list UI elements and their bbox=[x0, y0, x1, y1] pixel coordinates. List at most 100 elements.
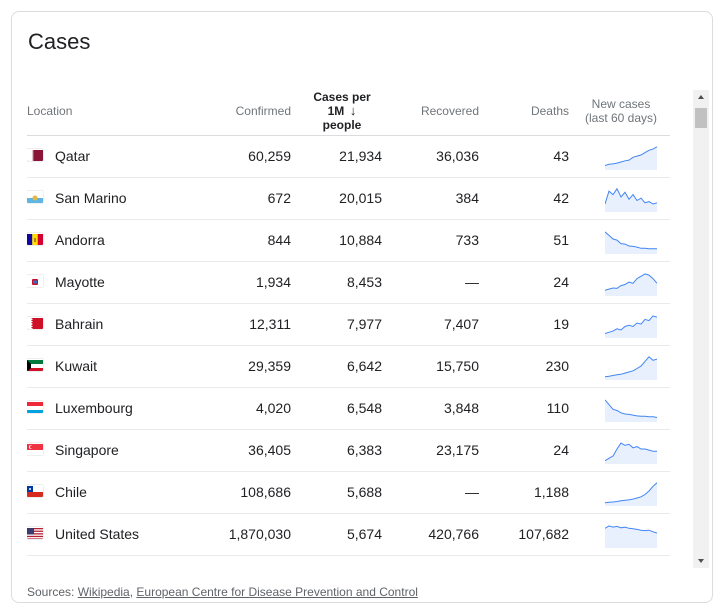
sparkline-area bbox=[605, 188, 657, 212]
deaths-value: 24 bbox=[553, 442, 569, 458]
deaths-value: 51 bbox=[553, 232, 569, 248]
deaths-value: 19 bbox=[553, 316, 569, 332]
san-marino-flag-icon bbox=[27, 191, 43, 203]
confirmed-value: 29,359 bbox=[248, 358, 291, 374]
table-row[interactable]: Singapore 36,405 6,383 23,175 24 bbox=[27, 430, 670, 472]
table-row[interactable]: Luxembourg 4,020 6,548 3,848 110 bbox=[27, 388, 670, 430]
sparkline-line bbox=[605, 442, 657, 462]
sparkline-line bbox=[605, 356, 657, 378]
singapore-flag-icon bbox=[27, 443, 43, 455]
ecdc-link[interactable]: European Centre for Disease Prevention a… bbox=[136, 585, 418, 599]
recovered-value: 384 bbox=[455, 190, 479, 206]
bahrain-flag-icon bbox=[27, 317, 43, 329]
new-cases-sparkline bbox=[605, 525, 657, 548]
luxembourg-flag-icon bbox=[27, 401, 43, 413]
table-row[interactable]: Mayotte 1,934 8,453 — 24 bbox=[27, 262, 670, 304]
new-cases-sparkline bbox=[605, 482, 657, 506]
location-name: Mayotte bbox=[55, 274, 105, 290]
header-deaths[interactable]: Deaths bbox=[530, 104, 569, 118]
header-cases-per-million[interactable]: Cases per 1M ↓ people bbox=[297, 90, 387, 132]
cases-per-million-value: 5,688 bbox=[346, 484, 382, 500]
cases-per-million-value: 10,884 bbox=[339, 232, 382, 248]
confirmed-value: 672 bbox=[267, 190, 291, 206]
sparkline-area bbox=[605, 525, 657, 548]
recovered-value: 15,750 bbox=[436, 358, 479, 374]
table-row[interactable]: Qatar 60,259 21,934 36,036 43 bbox=[27, 136, 670, 178]
location-name: Bahrain bbox=[55, 316, 104, 332]
location-name: Luxembourg bbox=[55, 400, 133, 416]
table-row[interactable]: San Marino 672 20,015 384 42 bbox=[27, 178, 670, 220]
confirmed-value: 4,020 bbox=[255, 400, 291, 416]
table-row[interactable]: Bahrain 12,311 7,977 7,407 19 bbox=[27, 304, 670, 346]
location-name: Qatar bbox=[55, 148, 91, 164]
header-cpm-line3: people bbox=[322, 118, 362, 132]
deaths-value: 1,188 bbox=[533, 484, 569, 500]
header-cpm-line2: 1M bbox=[327, 104, 345, 118]
sparkline-area bbox=[605, 146, 657, 170]
wikipedia-link[interactable]: Wikipedia bbox=[77, 585, 130, 599]
sparkline-area bbox=[605, 315, 657, 338]
header-new-cases[interactable]: New cases (last 60 days) bbox=[581, 97, 661, 125]
table-row[interactable]: Chile 108,686 5,688 — 1,188 bbox=[27, 472, 670, 514]
confirmed-value: 1,934 bbox=[255, 274, 291, 290]
recovered-value: 733 bbox=[455, 232, 479, 248]
sparkline-line bbox=[605, 399, 657, 418]
sparkline-line bbox=[605, 525, 657, 534]
deaths-value: 24 bbox=[553, 274, 569, 290]
location-name: Singapore bbox=[55, 442, 119, 458]
cases-card: Cases Location Confirmed Cases per 1M ↓ … bbox=[11, 11, 713, 603]
cases-per-million-value: 7,977 bbox=[346, 316, 382, 332]
header-cpm-line2-wrap: 1M ↓ bbox=[297, 103, 387, 119]
cases-per-million-value: 8,453 bbox=[346, 274, 382, 290]
header-new-cases-line2: (last 60 days) bbox=[584, 111, 658, 125]
recovered-value: 420,766 bbox=[428, 526, 479, 542]
header-recovered[interactable]: Recovered bbox=[420, 104, 479, 118]
recovered-value: 7,407 bbox=[443, 316, 479, 332]
deaths-value: 110 bbox=[546, 400, 569, 416]
sources-separator: , bbox=[129, 585, 137, 599]
sparkline-line bbox=[605, 146, 657, 166]
new-cases-sparkline bbox=[605, 146, 657, 170]
new-cases-sparkline bbox=[605, 273, 657, 296]
card-title: Cases bbox=[28, 29, 91, 54]
scroll-thumb[interactable] bbox=[695, 108, 707, 128]
location-name: San Marino bbox=[55, 190, 127, 206]
sparkline-area bbox=[605, 231, 657, 254]
confirmed-value: 108,686 bbox=[240, 484, 291, 500]
andorra-flag-icon bbox=[27, 233, 43, 245]
new-cases-sparkline bbox=[605, 315, 657, 338]
deaths-value: 43 bbox=[553, 148, 569, 164]
scroll-up-icon[interactable] bbox=[693, 90, 709, 104]
table-row[interactable]: Kuwait 29,359 6,642 15,750 230 bbox=[27, 346, 670, 388]
cases-per-million-value: 5,674 bbox=[346, 526, 382, 542]
sparkline-line bbox=[605, 482, 657, 504]
qatar-flag-icon bbox=[27, 149, 43, 161]
confirmed-value: 844 bbox=[267, 232, 291, 248]
sparkline-line bbox=[605, 273, 657, 291]
sparkline-area bbox=[605, 482, 657, 506]
cases-per-million-value: 21,934 bbox=[339, 148, 382, 164]
header-confirmed[interactable]: Confirmed bbox=[235, 104, 291, 118]
location-name: Chile bbox=[55, 484, 87, 500]
table-row[interactable]: United States 1,870,030 5,674 420,766 107,68… bbox=[27, 514, 670, 556]
new-cases-sparkline bbox=[605, 187, 657, 212]
location-name: United States bbox=[55, 526, 140, 542]
header-cpm-line1: Cases per bbox=[313, 90, 371, 104]
scrollbar[interactable] bbox=[693, 90, 709, 568]
header-location[interactable]: Location bbox=[27, 104, 73, 118]
cases-per-million-value: 6,642 bbox=[346, 358, 382, 374]
sparkline-line bbox=[605, 231, 657, 250]
cases-per-million-value: 6,383 bbox=[346, 442, 382, 458]
table-header: Location Confirmed Cases per 1M ↓ people… bbox=[27, 78, 670, 136]
sources-prefix: Sources: bbox=[27, 585, 78, 599]
sources-line: Sources: Wikipedia, European Centre for … bbox=[27, 585, 418, 599]
new-cases-sparkline bbox=[605, 399, 657, 422]
location-name: Kuwait bbox=[55, 358, 98, 374]
arrow-down-icon: ↓ bbox=[346, 103, 357, 118]
header-new-cases-line1: New cases bbox=[591, 97, 651, 111]
new-cases-sparkline bbox=[605, 356, 657, 380]
scroll-down-icon[interactable] bbox=[693, 554, 709, 568]
deaths-value: 230 bbox=[545, 358, 569, 374]
table-row[interactable]: Andorra 844 10,884 733 51 bbox=[27, 220, 670, 262]
sparkline-area bbox=[605, 399, 657, 422]
